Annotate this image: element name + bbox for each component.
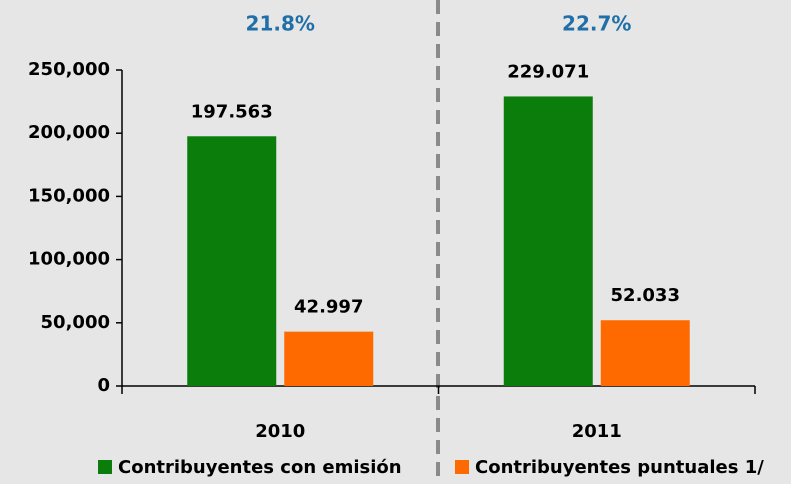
value-label: 197.563 xyxy=(191,101,273,122)
value-label: 42.997 xyxy=(294,297,363,318)
legend-label: Contribuyentes puntuales 1/ xyxy=(475,457,764,478)
bar xyxy=(503,96,593,386)
bar xyxy=(187,136,277,386)
value-label: 229.071 xyxy=(507,61,589,82)
legend-label: Contribuyentes con emisión xyxy=(118,457,402,478)
value-label: 52.033 xyxy=(611,285,680,306)
annotation: 22.7% xyxy=(562,12,631,36)
x-tick-label: 2010 xyxy=(255,421,305,442)
bar xyxy=(600,320,690,386)
legend-swatch xyxy=(455,460,469,474)
x-tick-label: 2011 xyxy=(572,421,622,442)
y-tick-label: 100,000 xyxy=(28,249,110,270)
legend-swatch xyxy=(98,460,112,474)
annotation: 21.8% xyxy=(246,12,315,36)
y-tick-label: 150,000 xyxy=(28,185,110,206)
y-tick-label: 250,000 xyxy=(28,59,110,80)
y-tick-label: 50,000 xyxy=(41,312,110,333)
y-tick-label: 0 xyxy=(97,375,110,396)
y-tick-label: 200,000 xyxy=(28,122,110,143)
bar xyxy=(284,331,374,386)
